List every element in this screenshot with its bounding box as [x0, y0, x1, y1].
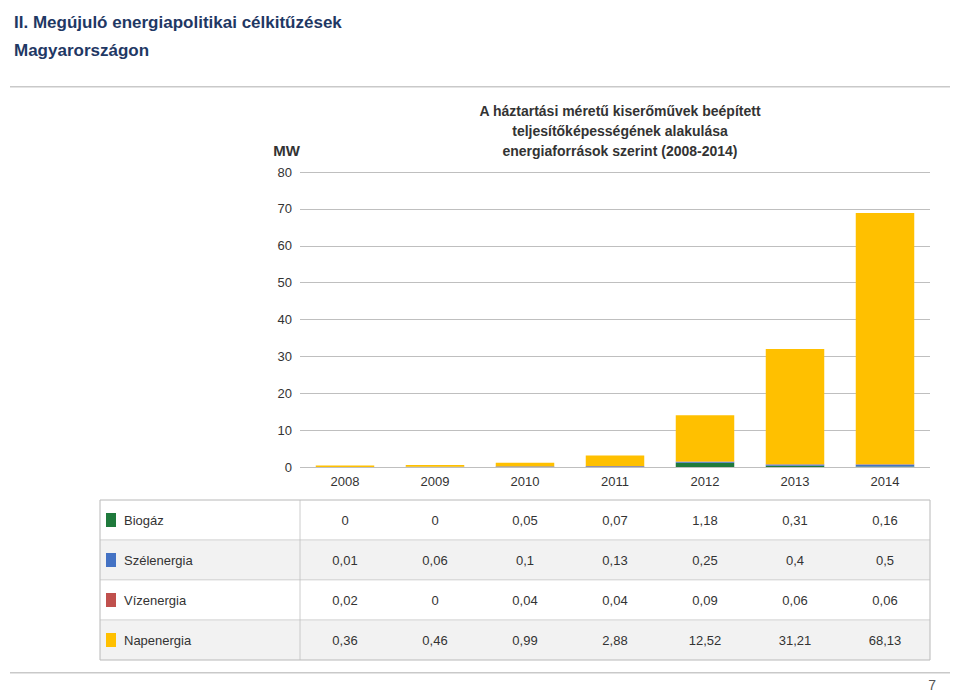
svg-text:0,06: 0,06 [782, 593, 807, 608]
svg-text:2011: 2011 [601, 474, 629, 489]
svg-text:30: 30 [278, 349, 292, 364]
svg-text:2008: 2008 [331, 474, 360, 489]
svg-text:0,46: 0,46 [422, 633, 447, 648]
svg-text:40: 40 [278, 312, 292, 327]
svg-text:0,16: 0,16 [872, 513, 897, 528]
svg-text:0: 0 [341, 513, 348, 528]
svg-text:0,06: 0,06 [422, 553, 447, 568]
svg-text:0,1: 0,1 [516, 553, 534, 568]
svg-text:2013: 2013 [781, 474, 810, 489]
svg-text:7: 7 [928, 677, 936, 693]
svg-text:0,06: 0,06 [872, 593, 897, 608]
svg-text:2,88: 2,88 [602, 633, 627, 648]
svg-text:0,07: 0,07 [602, 513, 627, 528]
svg-text:68,13: 68,13 [869, 633, 902, 648]
svg-text:Vízenergia: Vízenergia [124, 593, 187, 608]
svg-text:10: 10 [278, 423, 292, 438]
svg-text:70: 70 [278, 201, 292, 216]
svg-text:2014: 2014 [871, 474, 900, 489]
svg-text:60: 60 [278, 238, 292, 253]
svg-text:2009: 2009 [421, 474, 450, 489]
svg-text:0,4: 0,4 [786, 553, 804, 568]
svg-text:50: 50 [278, 275, 292, 290]
svg-text:II. Megújuló energiapolitikai: II. Megújuló energiapolitikai célkitűzés… [14, 13, 342, 32]
svg-text:0: 0 [431, 513, 438, 528]
svg-text:0,31: 0,31 [782, 513, 807, 528]
svg-text:0,5: 0,5 [876, 553, 894, 568]
svg-text:1,18: 1,18 [692, 513, 717, 528]
svg-text:Biogáz: Biogáz [124, 513, 164, 528]
svg-text:80: 80 [278, 165, 292, 180]
svg-text:A háztartási méretű kiserőműve: A háztartási méretű kiserőművek beépítet… [479, 103, 760, 119]
svg-text:teljesítőképességének alakulás: teljesítőképességének alakulása [512, 123, 728, 139]
svg-text:0,04: 0,04 [512, 593, 537, 608]
svg-text:Magyarországon: Magyarországon [14, 41, 149, 60]
svg-text:0: 0 [285, 460, 292, 475]
svg-text:12,52: 12,52 [689, 633, 722, 648]
svg-text:31,21: 31,21 [779, 633, 812, 648]
svg-text:Szélenergia: Szélenergia [124, 553, 193, 568]
svg-text:0,25: 0,25 [692, 553, 717, 568]
svg-text:MW: MW [273, 142, 300, 159]
svg-text:0,02: 0,02 [332, 593, 357, 608]
svg-text:0,05: 0,05 [512, 513, 537, 528]
svg-text:0,36: 0,36 [332, 633, 357, 648]
svg-text:0,09: 0,09 [692, 593, 717, 608]
svg-text:Napenergia: Napenergia [124, 633, 192, 648]
svg-text:0,99: 0,99 [512, 633, 537, 648]
svg-text:energiaforrások szerint (2008-: energiaforrások szerint (2008-2014) [503, 143, 738, 159]
svg-text:0: 0 [431, 593, 438, 608]
svg-text:2012: 2012 [691, 474, 720, 489]
svg-text:0,13: 0,13 [602, 553, 627, 568]
svg-text:0,04: 0,04 [602, 593, 627, 608]
svg-text:2010: 2010 [511, 474, 540, 489]
svg-text:20: 20 [278, 386, 292, 401]
svg-text:0,01: 0,01 [332, 553, 357, 568]
